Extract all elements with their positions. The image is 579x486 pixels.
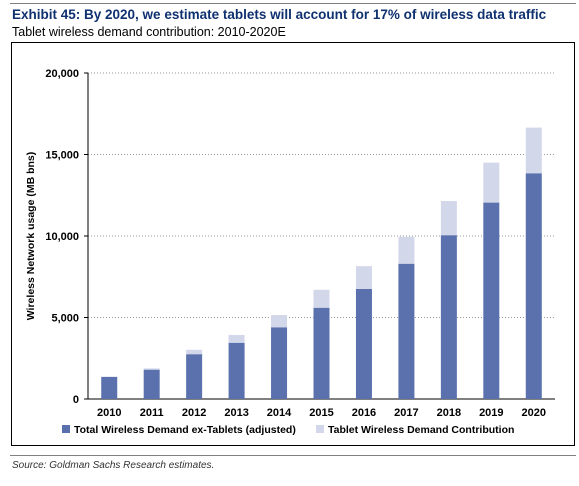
x-tick-label: 2010 (97, 407, 121, 419)
bar-ex-tablets (271, 327, 288, 399)
exhibit-subtitle: Tablet wireless demand contribution: 201… (12, 25, 286, 39)
exhibit-title: Exhibit 45: By 2020, we estimate tablets… (12, 7, 547, 22)
bar-tablet-contribution (483, 162, 500, 203)
bar-ex-tablets (313, 307, 330, 399)
bar-ex-tablets (440, 235, 457, 399)
bar-ex-tablets (483, 202, 500, 399)
bar-tablet-contribution (525, 127, 542, 174)
top-rule (10, 3, 576, 4)
x-tick-label: 2020 (522, 407, 546, 419)
bar-ex-tablets (525, 173, 542, 399)
bar-tablet-contribution (228, 334, 245, 343)
bar-ex-tablets (186, 354, 203, 399)
bar-tablet-contribution (313, 289, 330, 308)
legend-label: Tablet Wireless Demand Contribution (328, 424, 514, 436)
y-tick-label: 0 (73, 394, 79, 406)
bar-tablet-contribution (143, 368, 160, 370)
x-tick-label: 2014 (267, 407, 292, 419)
bar-tablet-contribution (186, 349, 203, 355)
bar-ex-tablets (101, 376, 118, 399)
x-tick-label: 2012 (182, 407, 206, 419)
bar-ex-tablets (143, 369, 160, 399)
y-tick-label: 5,000 (51, 313, 79, 325)
x-tick-label: 2016 (352, 407, 376, 419)
x-tick-label: 2019 (479, 407, 503, 419)
bar-tablet-contribution (440, 200, 457, 236)
x-tick-label: 2011 (140, 407, 164, 419)
bar-ex-tablets (228, 342, 245, 399)
bottom-rule (10, 455, 576, 456)
legend-swatch (316, 425, 324, 433)
legend-label: Total Wireless Demand ex-Tablets (adjust… (74, 424, 296, 436)
x-tick-label: 2013 (224, 407, 248, 419)
bar-tablet-contribution (355, 266, 372, 289)
source-note: Source: Goldman Sachs Research estimates… (12, 460, 215, 471)
legend-swatch (62, 425, 70, 433)
y-axis-label: Wireless Network usage (MB bns) (25, 152, 37, 321)
bar-tablet-contribution (398, 236, 415, 264)
x-tick-label: 2017 (394, 407, 418, 419)
y-tick-label: 20,000 (45, 68, 79, 80)
bar-tablet-contribution (271, 315, 288, 328)
y-tick-label: 15,000 (45, 150, 79, 162)
y-tick-label: 10,000 (45, 231, 79, 243)
bar-ex-tablets (355, 288, 372, 399)
chart-frame (11, 42, 575, 446)
x-tick-label: 2015 (309, 407, 333, 419)
x-tick-label: 2018 (437, 407, 461, 419)
bar-ex-tablets (398, 263, 415, 399)
